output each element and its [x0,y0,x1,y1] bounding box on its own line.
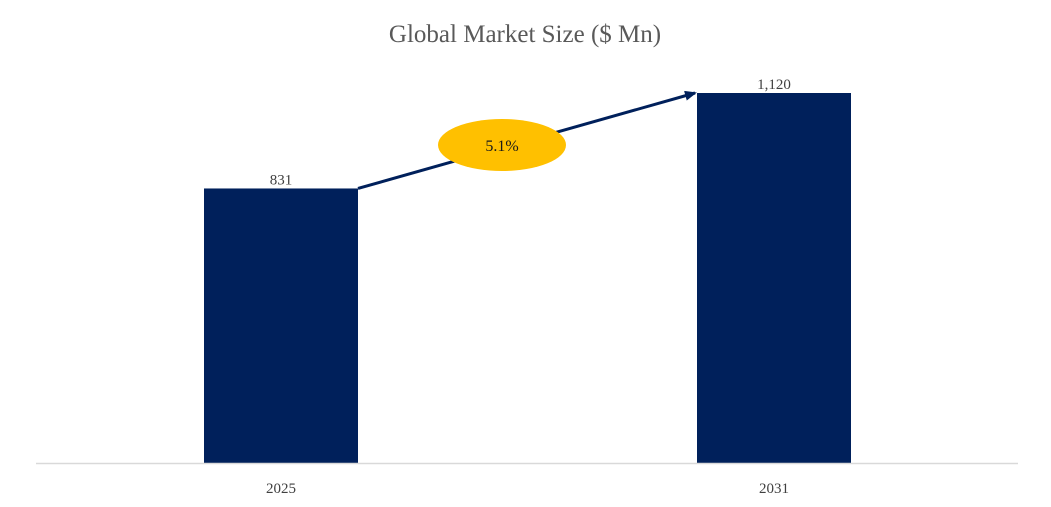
cagr-badge [438,119,566,171]
bars-layer: 831 2025 1,120 2031 [204,77,851,497]
value-label-2025: 831 [270,172,293,188]
growth-annotation: 5.1% [357,90,697,190]
bar-2031 [697,93,851,463]
chart-title: Global Market Size ($ Mn) [389,21,661,48]
bar-2025 [204,188,358,464]
value-label-2031: 1,120 [757,77,791,93]
x-tick-label-2031: 2031 [759,481,789,497]
cagr-label: 5.1% [485,138,518,155]
x-tick-label-2025: 2025 [266,481,296,497]
